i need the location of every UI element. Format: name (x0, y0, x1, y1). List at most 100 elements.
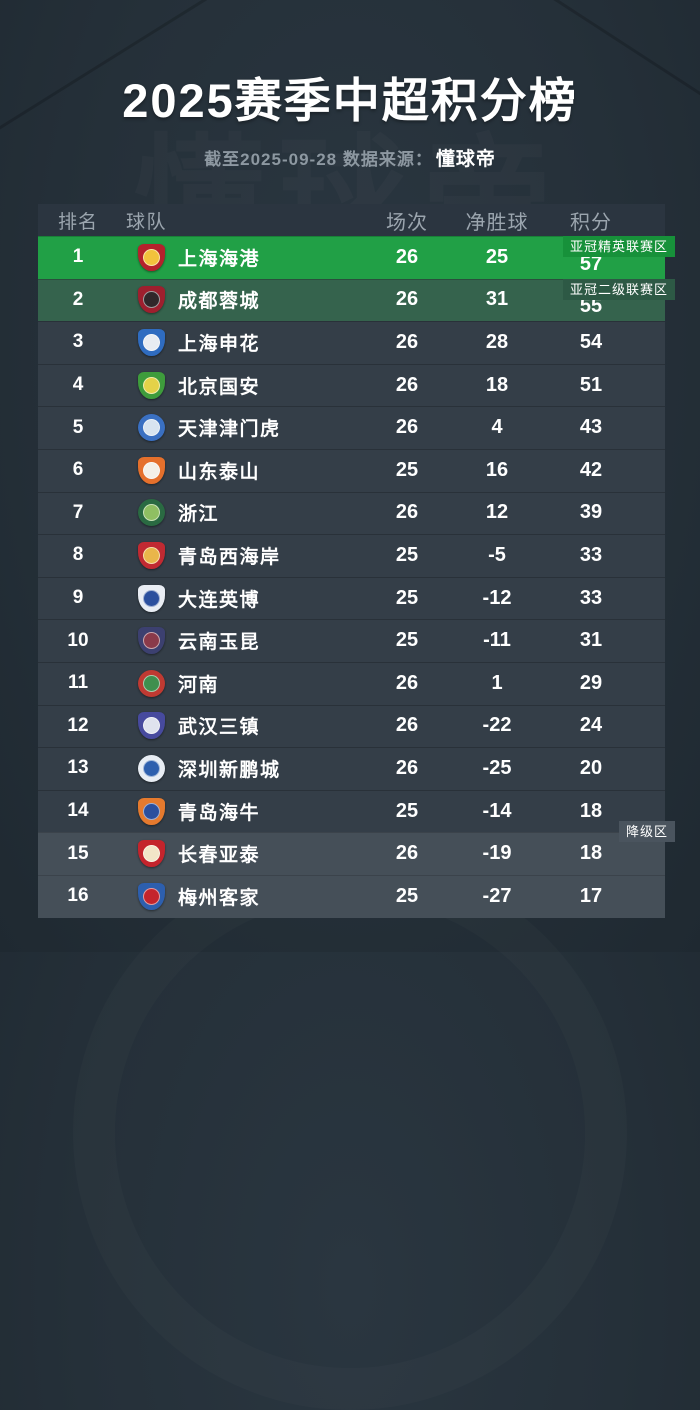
team-crest-icon (138, 286, 165, 314)
team-crest-icon (138, 584, 165, 612)
page-subtitle: 截至2025-09-28 数据来源： 懂球帝 (0, 144, 700, 171)
team-crest-core (143, 802, 160, 820)
goal-diff-value: 28 (485, 330, 509, 353)
rank-value: 5 (72, 416, 84, 438)
col-header-goal-diff: 净胜球 (465, 211, 529, 234)
points-value: 17 (579, 884, 603, 907)
rank-value: 9 (72, 587, 84, 609)
points-value: 31 (579, 629, 603, 652)
team-crest-core (143, 333, 160, 351)
points-value: 29 (579, 671, 603, 694)
team-crest-core (143, 461, 160, 479)
goal-diff-value: 25 (485, 245, 509, 268)
team-name: 北京国安 (178, 376, 261, 398)
points-value: 33 (579, 586, 603, 609)
table-row: 6 山东泰山 25 16 42 (38, 448, 665, 492)
goal-diff-value: -19 (482, 842, 512, 865)
team-cell: 山东泰山 (118, 456, 363, 484)
points-value: 57 (579, 252, 603, 275)
team-cell: 深圳新鹏城 (118, 754, 363, 782)
team-crest-core (143, 504, 160, 522)
team-crest-icon (138, 414, 165, 442)
team-name: 青岛海牛 (178, 802, 261, 824)
team-cell: 长春亚泰 (118, 840, 363, 868)
matches-value: 26 (395, 330, 419, 353)
goal-diff-value: 16 (485, 458, 509, 481)
rank-value: 8 (72, 544, 84, 566)
matches-value: 26 (395, 245, 419, 268)
team-crest-icon (138, 456, 165, 484)
team-cell: 大连英博 (118, 584, 363, 612)
table-row: 15 长春亚泰 26 -19 18 降级区 (38, 821, 675, 875)
team-crest-core (143, 376, 160, 394)
rank-value: 7 (72, 501, 84, 523)
goal-diff-value: -25 (482, 756, 512, 779)
table-row: 14 青岛海牛 25 -14 18 (38, 789, 665, 833)
team-crest-core (143, 248, 160, 266)
zone-badge: 亚冠二级联赛区 (562, 278, 675, 300)
goal-diff-value: 4 (491, 416, 503, 439)
team-crest-core (143, 845, 160, 863)
table-row: 11 河南 26 1 29 (38, 661, 665, 705)
team-name: 深圳新鹏城 (178, 759, 281, 781)
table-row: 7 浙江 26 12 39 (38, 491, 665, 535)
points-value: 54 (579, 330, 603, 353)
team-name: 成都蓉城 (178, 291, 261, 313)
rank-value: 2 (72, 288, 84, 310)
team-crest-core (143, 717, 160, 735)
points-value: 55 (579, 295, 603, 318)
rank-value: 15 (67, 842, 89, 864)
table-row: 12 武汉三镇 26 -22 24 (38, 704, 665, 748)
zone-badge: 降级区 (618, 821, 675, 843)
rank-value: 12 (67, 714, 89, 736)
team-name: 河南 (178, 674, 220, 696)
team-cell: 青岛海牛 (118, 797, 363, 825)
table-header-row: 排名 球队 场次 净胜球 积分 (38, 204, 665, 236)
goal-diff-value: -22 (482, 714, 512, 737)
goal-diff-value: 1 (491, 671, 503, 694)
col-header-rank: 排名 (57, 211, 98, 233)
rank-value: 13 (67, 757, 89, 779)
team-crest-icon (138, 882, 165, 910)
team-name: 上海申花 (178, 333, 261, 355)
team-name: 青岛西海岸 (178, 546, 281, 568)
goal-diff-value: 18 (485, 373, 509, 396)
team-crest-icon (138, 499, 165, 527)
rank-value: 16 (67, 885, 89, 907)
matches-value: 25 (395, 799, 419, 822)
team-crest-core (143, 589, 160, 607)
points-value: 51 (579, 373, 603, 396)
team-crest-core (143, 632, 160, 650)
team-crest-core (143, 291, 160, 309)
table-row: 3 上海申花 26 28 54 (38, 321, 665, 364)
points-value: 18 (579, 799, 603, 822)
matches-value: 26 (395, 373, 419, 396)
team-crest-icon (138, 541, 165, 569)
team-cell: 梅州客家 (118, 882, 363, 910)
team-name: 上海海港 (178, 248, 261, 270)
goal-diff-value: -5 (488, 543, 506, 566)
team-name: 天津津门虎 (178, 419, 281, 441)
col-header-points: 积分 (570, 211, 612, 234)
rank-value: 14 (67, 800, 89, 822)
points-value: 24 (579, 714, 603, 737)
team-cell: 上海海港 (118, 243, 363, 271)
table-row: 16 梅州客家 25 -27 17 (38, 874, 665, 918)
team-name: 云南玉昆 (178, 632, 261, 654)
table-row: 5 天津津门虎 26 4 43 (38, 406, 665, 449)
data-source-name: 懂球帝 (435, 149, 496, 170)
rank-value: 3 (72, 331, 84, 353)
col-header-matches: 场次 (386, 211, 428, 234)
team-crest-core (143, 546, 160, 564)
matches-value: 26 (395, 671, 419, 694)
matches-value: 26 (395, 756, 419, 779)
standings-body: 1 上海海港 26 25 57 亚冠精英联赛区 2 成都蓉城 26 31 55 亚冠二级联赛区 3 上海申… (38, 236, 675, 918)
team-name: 长春亚泰 (178, 845, 261, 867)
team-crest-icon (138, 840, 165, 868)
table-row: 9 大连英博 25 -12 33 (38, 576, 665, 620)
goal-diff-value: -27 (482, 884, 512, 907)
team-name: 山东泰山 (178, 461, 261, 483)
matches-value: 25 (395, 586, 419, 609)
page-title: 2025赛季中超积分榜 (122, 74, 578, 127)
team-cell: 云南玉昆 (118, 627, 363, 655)
